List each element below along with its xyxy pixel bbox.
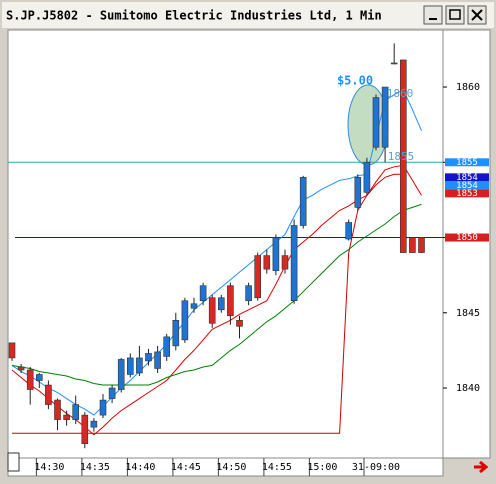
indicator-line xyxy=(11,164,422,436)
candle-body xyxy=(8,342,16,359)
y-tick-label: 1840 xyxy=(456,383,480,394)
candle-body xyxy=(299,177,307,226)
price-tag-label: 1853 xyxy=(456,189,478,199)
candle-body xyxy=(90,420,98,428)
price-tag xyxy=(445,233,489,242)
title-bar xyxy=(2,2,494,28)
candle-body xyxy=(163,336,170,357)
candle-body xyxy=(54,399,61,420)
candle-body xyxy=(127,357,134,375)
x-tick-label: 31-09:00 xyxy=(352,462,400,473)
candle-body xyxy=(45,384,52,405)
candle-body xyxy=(99,399,107,416)
candle-body xyxy=(181,300,189,341)
minimize-button[interactable] xyxy=(423,5,443,25)
price-tag xyxy=(445,173,489,182)
x-tick-label: 14:50 xyxy=(216,462,246,473)
price-tag-label: 1854 xyxy=(456,173,478,183)
candle-body xyxy=(136,357,143,374)
maximize-icon xyxy=(449,9,461,20)
x-tick-label: 14:30 xyxy=(34,462,64,473)
indicator-line xyxy=(11,203,422,386)
indicator-line xyxy=(12,173,404,434)
price-tag xyxy=(445,189,489,198)
candle-body xyxy=(372,97,380,148)
candle-body xyxy=(218,297,225,311)
window-title: S.JP.J5802 - Sumitomo Electric Industrie… xyxy=(6,9,382,23)
candle-body xyxy=(272,237,280,271)
candle-body xyxy=(227,285,234,317)
window-buttons[interactable] xyxy=(423,5,487,25)
candle-body xyxy=(399,59,407,253)
candle-body xyxy=(35,374,43,381)
candle-body xyxy=(72,404,79,420)
candle-body xyxy=(281,255,289,270)
annotation: 1860 xyxy=(387,87,414,100)
candle-body xyxy=(236,319,243,327)
scroll-right-arrow[interactable] xyxy=(474,460,489,474)
close-icon xyxy=(471,9,483,21)
candle-body xyxy=(354,177,362,208)
candle-body xyxy=(381,86,389,148)
scroll-handle[interactable] xyxy=(7,452,20,472)
price-tag-label: 1854 xyxy=(456,181,478,191)
candle-body xyxy=(254,255,261,299)
candle-body xyxy=(17,366,25,371)
x-tick-label: 14:35 xyxy=(80,462,110,473)
candle-body xyxy=(199,285,207,302)
y-tick-label: 1845 xyxy=(456,308,480,319)
candle-body xyxy=(208,297,216,324)
annotation: 1855 xyxy=(388,150,415,163)
price-axis xyxy=(442,29,491,459)
candle-body xyxy=(117,359,125,390)
candle-body xyxy=(409,237,416,253)
candle-body xyxy=(63,414,70,420)
candle-body xyxy=(190,303,198,309)
x-tick-label: 15:00 xyxy=(307,462,337,473)
candle-body xyxy=(263,255,271,270)
y-tick-label: 1860 xyxy=(456,82,480,93)
price-tag xyxy=(445,181,489,190)
candle-body xyxy=(172,319,180,347)
candle-body xyxy=(290,225,298,302)
candle-body xyxy=(154,351,161,369)
candle-body xyxy=(363,161,371,193)
candle-body xyxy=(390,62,398,65)
candle-body xyxy=(108,387,116,399)
maximize-button[interactable] xyxy=(445,5,465,25)
candle-body xyxy=(418,237,425,253)
indicator-line xyxy=(11,89,422,416)
candle-body xyxy=(145,353,152,362)
x-tick-label: 14:40 xyxy=(125,462,155,473)
x-tick-label: 14:55 xyxy=(262,462,292,473)
price-tag xyxy=(445,158,489,167)
candle-body xyxy=(245,285,252,302)
price-tag-label: 1855 xyxy=(456,158,478,168)
candle-body xyxy=(345,222,353,240)
candle-body xyxy=(81,414,89,445)
plot-area xyxy=(7,29,444,459)
candle-body xyxy=(26,369,34,390)
price-tag-label: 1850 xyxy=(456,233,478,243)
marks: 1840 1845 1850 1855 1860 14:30 14:35 14:40 14:45… xyxy=(8,43,489,476)
annotation: $5.00 xyxy=(337,74,373,88)
x-tick-label: 14:45 xyxy=(171,462,201,473)
